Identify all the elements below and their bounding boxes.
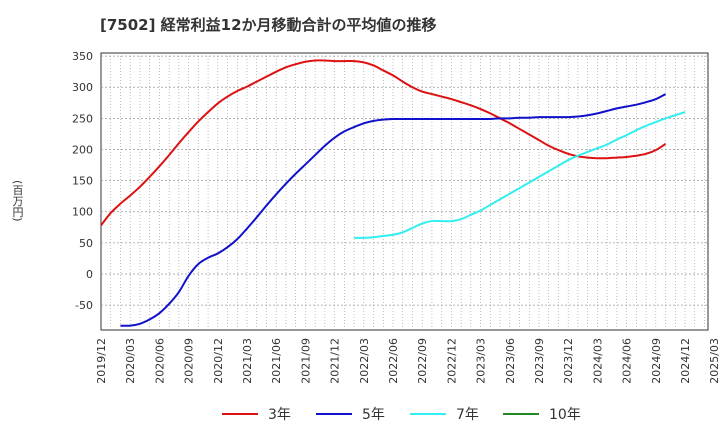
legend-item-7y: 7年 (410, 402, 479, 426)
y-axis-label: (百万円) (11, 180, 24, 222)
plot-area (100, 52, 709, 331)
x-tick-label: 2020/09 (183, 338, 196, 384)
y-tick-label: 50 (79, 237, 93, 250)
x-tick-label: 2023/03 (475, 338, 488, 384)
legend-item-5y: 5年 (316, 402, 385, 426)
legend-item-10y: 10年 (503, 402, 581, 426)
y-tick-label: 100 (72, 206, 93, 219)
x-tick-label: 2020/12 (212, 338, 225, 384)
x-tick-label: 2019/12 (95, 338, 108, 384)
y-tick-label: 0 (86, 268, 93, 281)
series-line-1 (120, 93, 666, 327)
y-tick-label: 250 (72, 112, 93, 125)
axis-layer: -50 0 50 100 150 200 250 300 350 2019/12 2020/03 20… (72, 50, 720, 384)
x-tick-label: 2023/06 (504, 338, 517, 384)
legend: 3年 5年 7年 10年 (0, 402, 720, 426)
x-tick-label: 2024/06 (621, 338, 634, 384)
legend-label-5y: 5年 (362, 407, 385, 423)
y-tick-label: 300 (72, 81, 93, 94)
legend-label-3y: 3年 (268, 407, 291, 423)
y-tick-label: 150 (72, 175, 93, 188)
grid-layer (101, 53, 708, 330)
x-tick-label: 2020/06 (153, 338, 166, 384)
series-line-0 (100, 59, 667, 227)
legend-item-3y: 3年 (222, 402, 291, 426)
x-tick-label: 2023/12 (562, 338, 575, 384)
x-tick-label: 2021/09 (299, 338, 312, 384)
y-tick-label: 200 (72, 143, 93, 156)
x-tick-label: 2022/03 (358, 338, 371, 384)
legend-label-7y: 7年 (456, 407, 479, 423)
legend-label-10y: 10年 (549, 407, 581, 423)
legend-swatch-5y (316, 413, 352, 415)
x-tick-label: 2025/03 (708, 338, 720, 384)
x-tick-label: 2024/09 (650, 338, 663, 384)
x-tick-label: 2022/09 (416, 338, 429, 384)
chart-title: [7502] 経常利益12か月移動合計の平均値の推移 (100, 16, 437, 34)
legend-swatch-7y (410, 413, 446, 415)
x-tick-label: 2022/12 (445, 338, 458, 384)
y-tick-label: 350 (72, 50, 93, 63)
y-tick-label: -50 (75, 299, 93, 312)
series-line-2 (354, 111, 686, 239)
x-tick-label: 2022/06 (387, 338, 400, 384)
legend-swatch-10y (503, 413, 539, 415)
legend-swatch-3y (222, 413, 258, 415)
x-tick-label: 2021/12 (329, 338, 342, 384)
x-tick-label: 2023/09 (533, 338, 546, 384)
x-tick-label: 2024/03 (591, 338, 604, 384)
x-tick-label: 2021/06 (270, 338, 283, 384)
x-tick-label: 2020/03 (124, 338, 137, 384)
x-tick-label: 2024/12 (679, 338, 692, 384)
series-layer (100, 59, 686, 327)
x-tick-label: 2021/03 (241, 338, 254, 384)
